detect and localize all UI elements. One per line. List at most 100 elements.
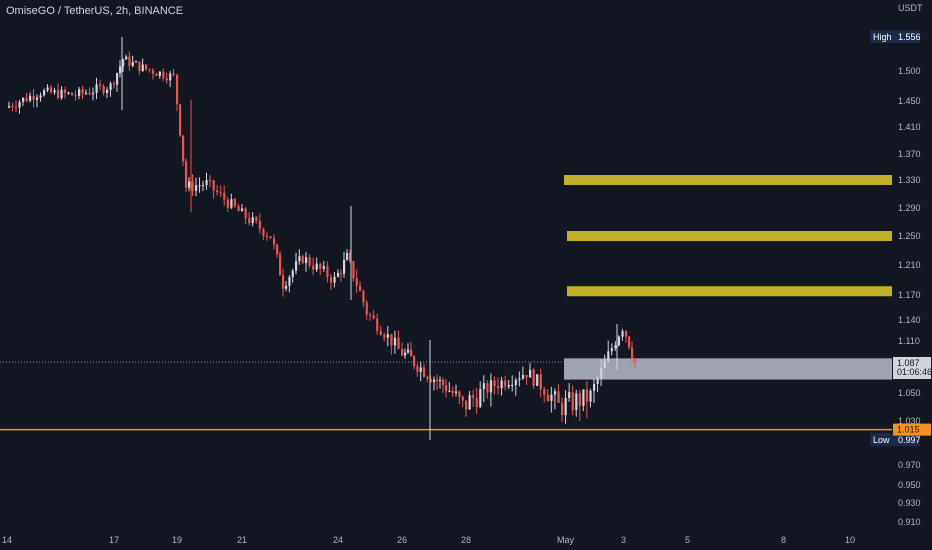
candle-body <box>202 185 205 187</box>
y-tick-label: 1.170 <box>898 290 921 300</box>
y-tick-label: 1.210 <box>898 260 921 270</box>
candle-body <box>116 73 119 85</box>
candle-body <box>230 199 233 208</box>
candle-body <box>326 266 329 278</box>
candle-body <box>410 349 413 357</box>
candle-body <box>295 261 298 271</box>
support-value: 1.015 <box>897 425 920 435</box>
candle-body <box>285 285 288 289</box>
candle-body <box>514 380 517 386</box>
candle-body <box>185 161 188 188</box>
candle-body <box>145 64 148 70</box>
candle-body <box>429 378 432 383</box>
candle-body <box>22 97 25 103</box>
candle-body <box>279 254 282 276</box>
y-tick-label: 1.500 <box>898 66 921 76</box>
candle-body <box>64 89 67 93</box>
candle-body <box>195 185 198 191</box>
candle-body <box>582 389 585 406</box>
candle-body <box>53 90 56 93</box>
candle-body <box>376 318 379 331</box>
candle-body <box>433 379 436 383</box>
candle-body <box>369 314 372 316</box>
candle-body <box>346 253 349 260</box>
last-price-badge <box>893 357 931 379</box>
y-tick-label: 1.330 <box>898 175 921 185</box>
candle-body <box>416 366 419 372</box>
candle-body <box>78 89 81 96</box>
candle-body <box>445 385 448 392</box>
candle-body <box>251 217 254 224</box>
candle-body <box>500 380 503 389</box>
candle-body <box>113 83 116 85</box>
candle-body <box>532 369 535 386</box>
candle-body <box>209 179 212 181</box>
candle-body <box>507 385 510 387</box>
candle-body <box>151 70 155 74</box>
candle-body <box>390 334 393 346</box>
candle-body <box>468 395 471 410</box>
candle-body <box>359 285 362 291</box>
x-tick-label: 5 <box>685 535 690 545</box>
candle-body <box>589 390 592 402</box>
candle-body <box>46 87 49 91</box>
candle-body <box>95 84 98 93</box>
candle-body <box>99 84 102 87</box>
candle-body <box>553 391 557 395</box>
candle-body <box>465 400 468 410</box>
candle-body <box>122 59 125 67</box>
candle-body <box>8 105 11 108</box>
badge-label: High <box>873 32 892 42</box>
candle-body <box>67 92 70 94</box>
candle-body <box>413 356 416 367</box>
badge-label: Low <box>873 435 890 445</box>
x-tick-label: 8 <box>781 535 786 545</box>
resistance-line <box>567 286 892 297</box>
candle-body <box>276 244 279 255</box>
candle-body <box>60 89 63 99</box>
candle-body <box>448 390 451 392</box>
candle-body <box>455 391 458 394</box>
candle-body <box>198 185 201 187</box>
candle-body <box>625 331 628 337</box>
candle-body <box>596 378 599 384</box>
candle-body <box>436 379 439 382</box>
candle-body <box>504 380 507 387</box>
candle-body <box>578 393 581 406</box>
y-tick-label: 1.140 <box>898 315 921 325</box>
candle-body <box>497 385 500 389</box>
candle-body <box>188 181 191 188</box>
candle-body <box>233 199 237 207</box>
candle-body <box>15 107 18 109</box>
candle-body <box>74 95 77 97</box>
candle-body <box>255 217 258 221</box>
candle-body <box>179 104 182 136</box>
candle-body <box>482 383 485 390</box>
price-zone <box>564 358 892 380</box>
candle-body <box>25 97 28 101</box>
candle-body <box>176 74 179 105</box>
candle-body <box>92 92 95 95</box>
y-tick-label: 1.410 <box>898 122 921 132</box>
support-badge <box>893 423 931 436</box>
candle-body <box>631 347 634 359</box>
candle-body <box>308 257 311 266</box>
candle-body <box>442 379 445 386</box>
candle-body <box>386 334 389 338</box>
y-tick-label: 0.910 <box>898 517 921 527</box>
candle-body <box>461 396 464 401</box>
candle-body <box>561 402 564 416</box>
candle-body <box>223 192 226 200</box>
y-tick-label: 0.950 <box>898 480 921 490</box>
candle-body <box>607 351 610 362</box>
candle-body <box>614 345 617 349</box>
candle-body <box>404 352 407 356</box>
candle-body <box>333 276 336 283</box>
candle-body <box>258 220 261 229</box>
candle-body <box>237 206 240 212</box>
x-tick-label: 24 <box>333 535 343 545</box>
candle-body <box>32 95 35 100</box>
candle-body <box>244 208 247 219</box>
y-tick-label: 1.110 <box>898 336 920 346</box>
